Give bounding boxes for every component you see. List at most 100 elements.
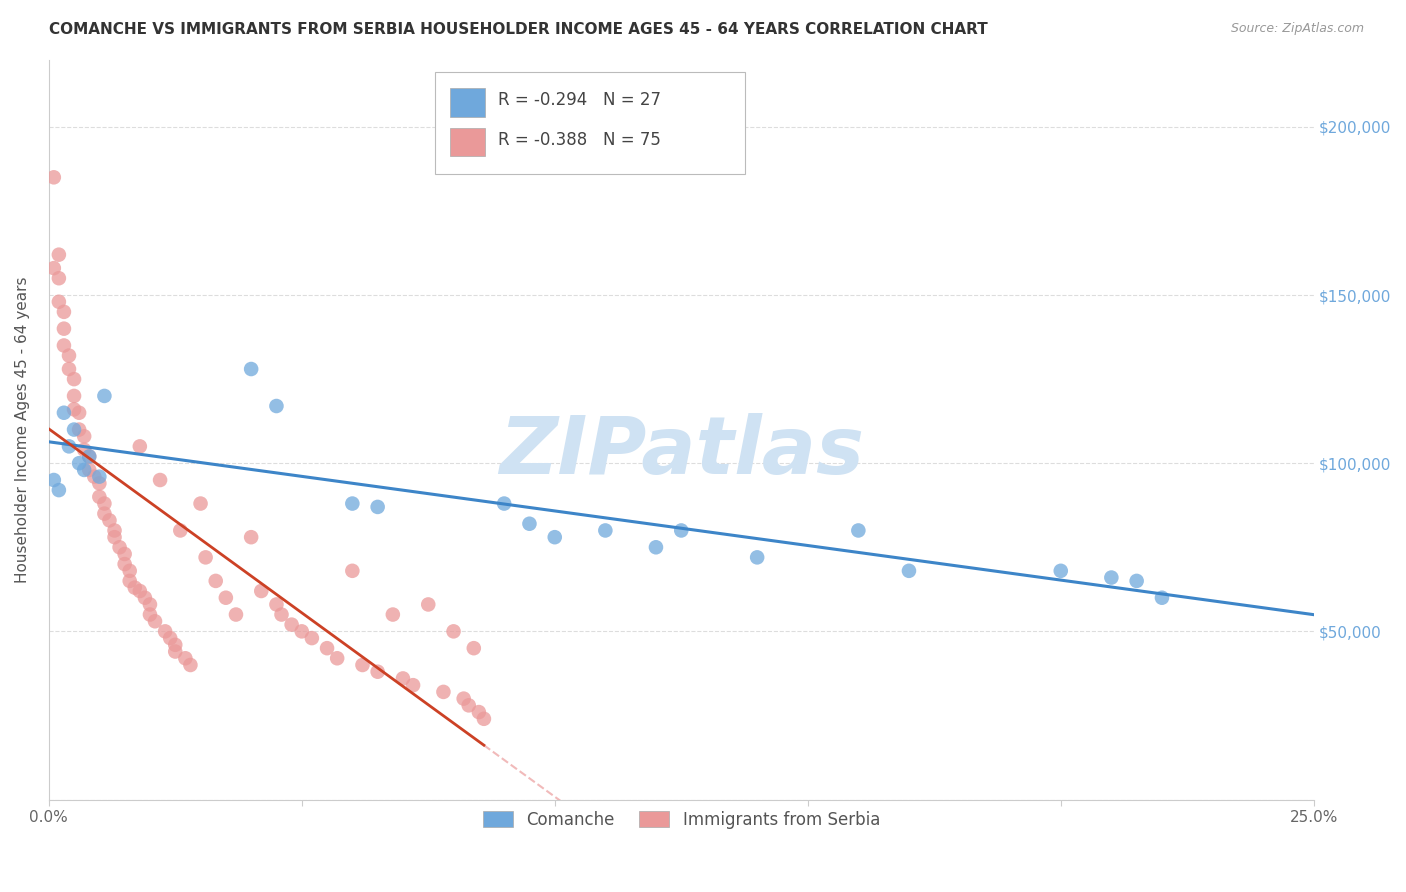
Point xyxy=(301,631,323,645)
Point xyxy=(48,248,70,262)
Point xyxy=(128,439,150,453)
Point xyxy=(103,530,125,544)
Point xyxy=(468,705,491,719)
Text: R = -0.388   N = 75: R = -0.388 N = 75 xyxy=(498,131,661,149)
Point xyxy=(42,261,65,276)
Point xyxy=(897,564,920,578)
Point xyxy=(83,469,105,483)
Point xyxy=(453,691,475,706)
Point xyxy=(114,557,136,571)
Point xyxy=(52,338,75,352)
Point xyxy=(352,658,374,673)
Point xyxy=(494,497,516,511)
Point xyxy=(58,439,80,453)
Point xyxy=(846,524,869,538)
Point xyxy=(93,389,115,403)
Point xyxy=(432,685,454,699)
Point xyxy=(165,638,187,652)
Point xyxy=(544,530,567,544)
Point xyxy=(174,651,197,665)
Point xyxy=(48,294,70,309)
Point xyxy=(165,644,187,658)
Point xyxy=(215,591,238,605)
Point xyxy=(42,473,65,487)
Point xyxy=(98,513,121,527)
Point xyxy=(58,349,80,363)
Point xyxy=(240,362,263,376)
Point xyxy=(42,170,65,185)
Point xyxy=(73,429,96,443)
Point xyxy=(367,500,389,514)
Point xyxy=(381,607,404,622)
Point xyxy=(179,658,201,673)
Point xyxy=(67,456,90,470)
Point xyxy=(134,591,156,605)
Point xyxy=(73,463,96,477)
Point xyxy=(77,450,100,464)
Text: ZIPatlas: ZIPatlas xyxy=(499,413,863,491)
Point xyxy=(270,607,292,622)
Text: Source: ZipAtlas.com: Source: ZipAtlas.com xyxy=(1230,22,1364,36)
Text: COMANCHE VS IMMIGRANTS FROM SERBIA HOUSEHOLDER INCOME AGES 45 - 64 YEARS CORRELA: COMANCHE VS IMMIGRANTS FROM SERBIA HOUSE… xyxy=(49,22,988,37)
Point xyxy=(48,271,70,285)
Point xyxy=(89,476,111,491)
Point xyxy=(139,598,162,612)
Point xyxy=(204,574,226,588)
Point xyxy=(52,305,75,319)
Point xyxy=(63,402,86,417)
Point xyxy=(89,469,111,483)
Point xyxy=(118,574,141,588)
Point xyxy=(58,362,80,376)
Point xyxy=(139,607,162,622)
Point xyxy=(143,614,166,628)
Point xyxy=(1099,570,1122,584)
Point xyxy=(280,617,302,632)
FancyBboxPatch shape xyxy=(434,72,745,174)
Point xyxy=(108,541,131,555)
Point xyxy=(77,463,100,477)
Point xyxy=(67,423,90,437)
Point xyxy=(169,524,191,538)
Point xyxy=(1150,591,1173,605)
Point xyxy=(48,483,70,497)
Y-axis label: Householder Income Ages 45 - 64 years: Householder Income Ages 45 - 64 years xyxy=(15,277,30,582)
Point xyxy=(149,473,172,487)
Point xyxy=(194,550,217,565)
Point xyxy=(402,678,425,692)
Point xyxy=(457,698,479,713)
Point xyxy=(124,581,146,595)
Point xyxy=(114,547,136,561)
Point xyxy=(118,564,141,578)
Point xyxy=(519,516,541,531)
Point xyxy=(266,399,288,413)
Point xyxy=(392,672,415,686)
Point xyxy=(63,389,86,403)
Point xyxy=(463,641,485,656)
Point xyxy=(291,624,314,639)
Point xyxy=(52,406,75,420)
Point xyxy=(128,584,150,599)
Legend: Comanche, Immigrants from Serbia: Comanche, Immigrants from Serbia xyxy=(475,805,887,836)
Point xyxy=(63,372,86,386)
Point xyxy=(595,524,617,538)
Point xyxy=(326,651,349,665)
Point xyxy=(266,598,288,612)
Point xyxy=(342,497,364,511)
Point xyxy=(93,497,115,511)
Point xyxy=(671,524,693,538)
Point xyxy=(1125,574,1147,588)
Point xyxy=(159,631,181,645)
Point xyxy=(342,564,364,578)
Point xyxy=(1049,564,1071,578)
Text: R = -0.294   N = 27: R = -0.294 N = 27 xyxy=(498,91,661,110)
Bar xyxy=(450,128,485,156)
Point xyxy=(103,524,125,538)
Point xyxy=(77,450,100,464)
Point xyxy=(153,624,176,639)
Point xyxy=(367,665,389,679)
Point xyxy=(89,490,111,504)
Point xyxy=(52,321,75,335)
Point xyxy=(225,607,247,622)
Bar xyxy=(450,88,485,117)
Point xyxy=(443,624,465,639)
